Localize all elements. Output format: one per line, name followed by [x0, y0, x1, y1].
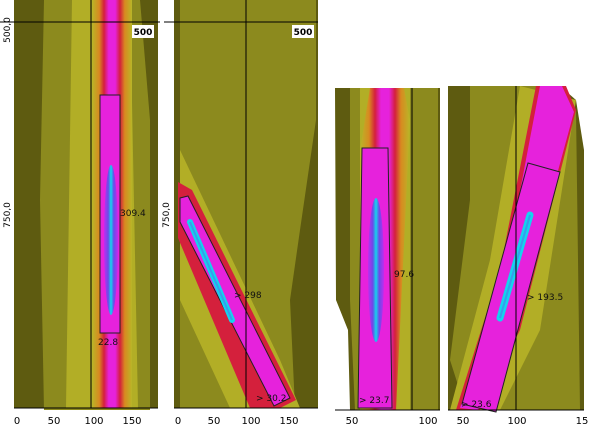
panel-a-ytick-1: 750,0: [3, 202, 13, 228]
panel-b-xtick-3: 150: [279, 416, 298, 427]
panel-c: 97.6 > 23.7 50 100: [335, 88, 440, 427]
panel-a-label-bg: [132, 25, 154, 38]
panel-a-xtick-2: 100: [84, 416, 103, 427]
panel-b-ytick-0: 750,0: [162, 202, 172, 228]
panel-d-annotation-2: > 23.6: [461, 400, 492, 410]
panel-b-box-label: 500: [294, 28, 313, 38]
panel-c-core: [368, 198, 384, 342]
panel-d-xtick-1: 100: [507, 416, 526, 427]
panel-b-annotation-1: > 298: [234, 291, 262, 301]
panel-c-xtick-1: 100: [418, 416, 437, 427]
panel-b-core: [187, 219, 235, 323]
panel-d: > 193.5 > 23.6 50 100 15: [448, 86, 588, 427]
panel-a-annotation-1: 309.4: [120, 209, 146, 219]
panel-b-core-edge: [189, 221, 233, 321]
panel-b: 500 > 298 > 30.2 0 50 100 150 750,0: [162, 0, 318, 427]
panel-b-annotation-2: > 30.2: [256, 394, 286, 404]
panel-a-core: [104, 165, 118, 315]
panel-a-xtick-0: 0: [14, 416, 20, 427]
panel-d-annotation-1: > 193.5: [527, 293, 563, 303]
panel-a-annotation-2: 22.8: [98, 338, 118, 348]
panel-d-xtick-0: 50: [457, 416, 470, 427]
panel-c-annotation-1: 97.6: [394, 270, 414, 280]
panel-d-core-edge: [499, 214, 531, 319]
panel-b-xtick-2: 100: [241, 416, 260, 427]
panel-a-xtick-1: 50: [48, 416, 61, 427]
panel-a: 500 309.4 22.8 0 50 100 150 500,0 750,0: [0, 0, 160, 427]
panel-b-label-bg: [292, 25, 314, 38]
panel-c-annotation-2: > 23.7: [359, 396, 389, 406]
panel-a-ytick-0: 500,0: [3, 17, 13, 43]
panel-b-xtick-0: 0: [175, 416, 181, 427]
panel-a-xtick-3: 150: [122, 416, 141, 427]
panel-b-yellow-zone: [180, 150, 300, 408]
panel-b-xtick-1: 50: [208, 416, 221, 427]
panel-c-xtick-0: 50: [346, 416, 359, 427]
panel-b-box: [179, 195, 291, 407]
panel-d-core: [496, 211, 534, 322]
panel-d-xtick-2: 15: [576, 416, 589, 427]
panel-a-box-label: 500: [134, 28, 153, 38]
